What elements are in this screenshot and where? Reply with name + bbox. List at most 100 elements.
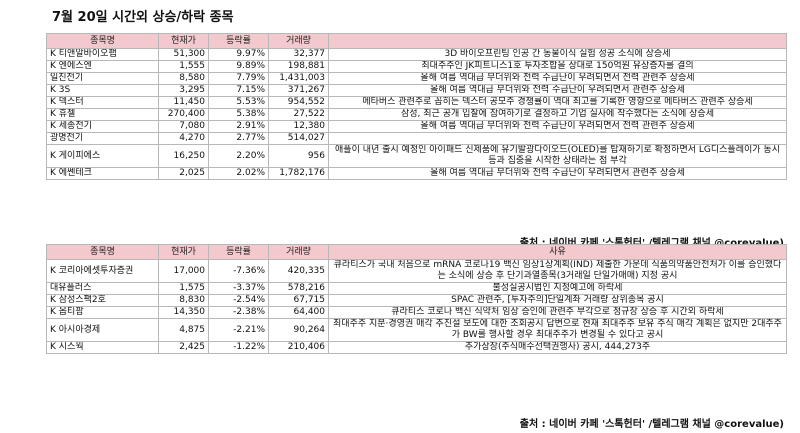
- change-rate: -1.22%: [208, 341, 269, 354]
- current-price: 270,400: [158, 108, 209, 121]
- reason-text: 올해 여름 역대급 무더위와 전력 수급난이 우려되면서 관련주 상승세: [328, 167, 787, 180]
- stock-name: K 티앤알바이오팹: [46, 48, 159, 61]
- header-volume: 거래량: [268, 244, 329, 260]
- header-rate: 등락률: [208, 244, 269, 260]
- header-price: 현재가: [158, 33, 209, 49]
- trade-volume: 67,715: [268, 294, 329, 307]
- change-rate: 2.20%: [208, 144, 269, 168]
- change-rate: -7.36%: [208, 259, 269, 283]
- header-name: 종목명: [46, 244, 159, 260]
- table-row: K 코리아에셋투자증권 17,000 -7.36% 420,335 큐라티스가 국내 처…: [46, 259, 787, 283]
- reason-text: 추가상장(주식매수선택권행사) 공시, 444,273주: [328, 341, 787, 354]
- table-row: K 티앤알바이오팹 51,300 9.97% 32,377 3D 바이오프린팅 인공 간…: [46, 48, 787, 61]
- change-rate: 5.53%: [208, 96, 269, 109]
- trade-volume: 954,552: [268, 96, 329, 109]
- table-row: K 옵티팜 14,350 -2.38% 64,400 큐라티스 코로나 백신 식약처 임…: [46, 306, 787, 319]
- current-price: 3,295: [158, 84, 209, 97]
- trade-volume: 210,406: [268, 341, 329, 354]
- reason-text: 최대주주인 JK피트니스1호 투자조합을 상대로 150억원 유상증자를 결의: [328, 60, 787, 73]
- reason-text: [328, 132, 787, 145]
- reason-text: SPAC 관련주, [투자주의]단일계좌 거래량 상위종목 공시: [328, 294, 787, 307]
- change-rate: -2.38%: [208, 306, 269, 319]
- current-price: 4,270: [158, 132, 209, 145]
- stock-name: K 3S: [46, 84, 159, 97]
- header-volume: 거래량: [268, 33, 329, 49]
- change-rate: -2.21%: [208, 318, 269, 342]
- stock-name: K 시스웍: [46, 341, 159, 354]
- trade-volume: 198,881: [268, 60, 329, 73]
- stock-name: K 게이피에스: [46, 144, 159, 168]
- table-row: 광명전기 4,270 2.77% 514,027: [46, 132, 787, 145]
- reason-text: 올해 여름 역대급 무더위와 전력 수급난이 우려되면서 전력 관련주 상승세: [328, 72, 787, 85]
- reason-text: 삼성, 최근 공개 입찰에 참여하기로 결정하고 기업 실사에 착수했다는 소식…: [328, 108, 787, 121]
- table-row: K 덱스터 11,450 5.53% 954,552 메타버스 관련주로 꼽히는 덱스터…: [46, 96, 787, 109]
- reason-text: 올해 여름 역대급 무더위와 전력 수급난이 우려되면서 관련주 상승세: [328, 84, 787, 97]
- trade-volume: 64,400: [268, 306, 329, 319]
- table-row: K 시스웍 2,425 -1.22% 210,406 추가상장(주식매수선택권행사) 공…: [46, 341, 787, 354]
- stock-name: K 휴젤: [46, 108, 159, 121]
- table-row: K 휴젤 270,400 5.38% 27,522 삼성, 최근 공개 입찰에 참여하기…: [46, 108, 787, 121]
- stock-name: K 삼성스팩2호: [46, 294, 159, 307]
- reason-text: 최대주주 지분·경영권 매각 추진설 보도에 대한 조회공시 답변으로 현재 최…: [328, 318, 787, 342]
- trade-volume: 12,380: [268, 120, 329, 133]
- rising-stocks-table: 종목명 현재가 등락률 거래량 K 티앤알바이오팹 51,300 9.97% 32,3…: [46, 33, 787, 180]
- change-rate: 2.77%: [208, 132, 269, 145]
- current-price: 11,450: [158, 96, 209, 109]
- reason-text: 큐라티스 코로나 백신 식약처 임상 승인에 관련주 부각으로 정규장 상승 후…: [328, 306, 787, 319]
- reason-text: 메타버스 관련주로 꼽히는 덱스터 공모주 경쟁률이 역대 최고를 기록한 영향…: [328, 96, 787, 109]
- table-row: 일진전기 8,580 7.79% 1,431,003 올해 여름 역대급 무더위와 전력…: [46, 72, 787, 85]
- trade-volume: 90,264: [268, 318, 329, 342]
- table-row: K 3S 3,295 7.15% 371,267 올해 여름 역대급 무더위와 전력 수…: [46, 84, 787, 97]
- current-price: 2,425: [158, 341, 209, 354]
- source-note: 출처 : 네이버 카페 '스톡헌터' /텔레그램 채널 @corevalue): [519, 419, 784, 430]
- current-price: 7,080: [158, 120, 209, 133]
- stock-name: K 덱스터: [46, 96, 159, 109]
- current-price: 14,350: [158, 306, 209, 319]
- trade-volume: 578,216: [268, 282, 329, 295]
- stock-name: K 코리아에셋투자증권: [46, 259, 159, 283]
- table-row: K 게이피에스 16,250 2.20% 956 애플이 내년 출시 예정인 아이패드 …: [46, 144, 787, 168]
- stock-name: 광명전기: [46, 132, 159, 145]
- change-rate: 9.89%: [208, 60, 269, 73]
- reason-text: 올해 여름 역대급 무더위와 전력 수급난이 우려되면서 전력 관련주 상승세: [328, 120, 787, 133]
- page-title: 7월 20일 시간외 상승/하락 종목: [52, 10, 234, 25]
- header-reason: [328, 33, 787, 49]
- trade-volume: 514,027: [268, 132, 329, 145]
- stock-name: 대유플러스: [46, 282, 159, 295]
- reason-text: 3D 바이오프린팅 인공 간 동물이식 실험 성공 소식에 상승세: [328, 48, 787, 61]
- stock-name: K 세종전기: [46, 120, 159, 133]
- trade-volume: 32,377: [268, 48, 329, 61]
- reason-text: 큐라티스가 국내 처음으로 mRNA 코로나19 백신 임상1상계획(IND) …: [328, 259, 787, 283]
- table-header-row: 종목명 현재가 등락률 거래량: [46, 33, 787, 49]
- falling-stocks-table: 종목명 현재가 등락률 거래량 사유 K 코리아에셋투자증권 17,000 -7.3…: [46, 244, 787, 354]
- table-header-row: 종목명 현재가 등락률 거래량 사유: [46, 244, 787, 260]
- trade-volume: 27,522: [268, 108, 329, 121]
- trade-volume: 1,431,003: [268, 72, 329, 85]
- stock-name: K 아시아경제: [46, 318, 159, 342]
- change-rate: 9.97%: [208, 48, 269, 61]
- change-rate: 5.38%: [208, 108, 269, 121]
- header-name: 종목명: [46, 33, 159, 49]
- current-price: 8,830: [158, 294, 209, 307]
- trade-volume: 956: [268, 144, 329, 168]
- current-price: 17,000: [158, 259, 209, 283]
- table-row: K 세종전기 7,080 2.91% 12,380 올해 여름 역대급 무더위와 전력 …: [46, 120, 787, 133]
- change-rate: -3.37%: [208, 282, 269, 295]
- current-price: 4,875: [158, 318, 209, 342]
- header-rate: 등락률: [208, 33, 269, 49]
- change-rate: 7.15%: [208, 84, 269, 97]
- table-row: K 에쎈테크 2,025 2.02% 1,782,176 올해 여름 역대급 무더위와 …: [46, 167, 787, 180]
- source-note: 출처 : 네이버 카페 '스톡헌터' /텔레그램 채널 @corevalue): [519, 238, 784, 249]
- change-rate: 7.79%: [208, 72, 269, 85]
- stock-name: 일진전기: [46, 72, 159, 85]
- table-row: K 엔에스엔 1,555 9.89% 198,881 최대주주인 JK피트니스1호 투자…: [46, 60, 787, 73]
- trade-volume: 371,267: [268, 84, 329, 97]
- stock-name: K 엔에스엔: [46, 60, 159, 73]
- stock-name: K 에쎈테크: [46, 167, 159, 180]
- trade-volume: 1,782,176: [268, 167, 329, 180]
- reason-text: 불성실공시법인 지정예고에 하락세: [328, 282, 787, 295]
- table-row: 대유플러스 1,575 -3.37% 578,216 불성실공시법인 지정예고에 하락세: [46, 282, 787, 295]
- current-price: 2,025: [158, 167, 209, 180]
- reason-text: 애플이 내년 출시 예정인 아이패드 신제품에 유기발광다이오드(OLED)를 …: [328, 144, 787, 168]
- current-price: 1,575: [158, 282, 209, 295]
